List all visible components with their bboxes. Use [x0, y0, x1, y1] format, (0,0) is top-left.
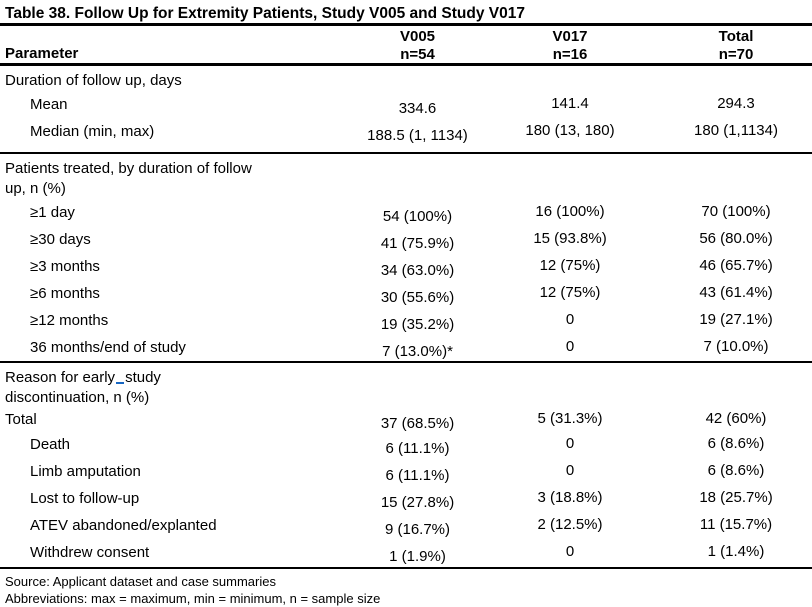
table-section: Reason for early study discontinuation, n … — [0, 363, 812, 569]
cell-v017: 141.4 — [551, 95, 589, 112]
cell-v017: 2 (12.5%) — [537, 516, 603, 533]
cell-v017: 15 (93.8%) — [533, 230, 607, 247]
cell-v005: 6 (11.1%) — [385, 440, 450, 457]
row-label: Withdrew consent — [30, 543, 150, 561]
cell-v017: 0 — [565, 543, 575, 560]
cell-total: 56 (80.0%) — [699, 230, 773, 247]
row-label: Death — [30, 435, 71, 453]
cell-v005: 6 (11.1%) — [385, 467, 450, 484]
row-label: ≥6 months — [30, 284, 100, 302]
cell-total: 19 (27.1%) — [699, 311, 773, 328]
cell-v005: 37 (68.5%) — [380, 415, 455, 432]
table-row: ≥6 months 30 (55.6%) 12 (75%) 43 (61.4%) — [0, 280, 812, 307]
table-footer: Source: Applicant dataset and case summa… — [0, 569, 812, 607]
cell-total: 6 (8.6%) — [707, 462, 765, 479]
section-heading: up, n (%) — [5, 180, 66, 197]
cell-v017: 16 (100%) — [535, 203, 605, 220]
cell-total: 6 (8.6%) — [707, 435, 765, 452]
row-label: Lost to follow-up — [30, 489, 140, 507]
cell-total: 46 (65.7%) — [699, 257, 773, 274]
table-row: Death 6 (11.1%) 0 6 (8.6%) — [0, 431, 812, 458]
cell-v017: 180 (13, 180) — [525, 122, 615, 139]
heading-text: Reason for early — [5, 369, 116, 386]
table-row: ≥12 months 19 (35.2%) 0 19 (27.1%) — [0, 307, 812, 334]
section-heading: Reason for early study — [0, 368, 812, 388]
cell-v017: 0 — [565, 435, 575, 452]
cell-v017: 12 (75%) — [539, 284, 601, 301]
cell-total: 294.3 — [717, 95, 755, 112]
cell-v005: 188.5 (1, 1134) — [367, 127, 468, 144]
table-header-row: Parameter V005 n=54 V017 n=16 Total n=70 — [0, 26, 812, 66]
row-label: Median (min, max) — [30, 122, 155, 140]
row-label: Mean — [30, 95, 68, 113]
cell-total: 18 (25.7%) — [699, 489, 773, 506]
table-row: Mean 334.6 141.4 294.3 — [0, 91, 812, 118]
cell-total: 43 (61.4%) — [699, 284, 773, 301]
header-n-total: n=70 — [718, 46, 754, 63]
header-study-v005: V005 — [399, 28, 436, 45]
table-row: Total 37 (68.5%) 5 (31.3%) 42 (60%) — [0, 408, 812, 432]
cell-total: 1 (1.4%) — [707, 543, 765, 560]
footer-source: Source: Applicant dataset and case summa… — [5, 574, 276, 589]
row-label: ≥1 day — [30, 203, 75, 221]
table-row: ≥30 days 41 (75.9%) 15 (93.8%) 56 (80.0%) — [0, 226, 812, 253]
cell-total: 42 (60%) — [705, 410, 767, 427]
table-row: 36 months/end of study 7 (13.0%)* 0 7 (10.0… — [0, 334, 812, 361]
heading-text: study — [125, 369, 161, 386]
table-row: Limb amputation 6 (11.1%) 0 6 (8.6%) — [0, 458, 812, 485]
row-label: Limb amputation — [30, 462, 141, 480]
table-section: Patients treated, by duration of follow u… — [0, 154, 812, 363]
cell-total: 180 (1,1134) — [694, 122, 778, 139]
cell-v017: 5 (31.3%) — [537, 410, 603, 427]
table-row: ≥3 months 34 (63.0%) 12 (75%) 46 (65.7%) — [0, 253, 812, 280]
header-col-v017: V017 n=16 — [480, 26, 660, 64]
row-label: ≥3 months — [30, 257, 100, 275]
table-row: Lost to follow-up 15 (27.8%) 3 (18.8%) 18 (… — [0, 485, 812, 512]
cell-v005: 7 (13.0%)* — [382, 343, 453, 360]
cell-v017: 12 (75%) — [539, 257, 601, 274]
table-sections: Duration of follow up, days Mean 334.6 141.… — [0, 66, 812, 569]
cell-v005: 334.6 — [398, 100, 437, 117]
row-label: ≥30 days — [30, 230, 91, 248]
cell-v017: 0 — [565, 311, 575, 328]
header-study-v017: V017 — [552, 28, 588, 45]
cell-total: 7 (10.0%) — [703, 338, 769, 355]
cell-v005: 41 (75.9%) — [380, 235, 455, 252]
table-section: Duration of follow up, days Mean 334.6 141.… — [0, 66, 812, 154]
cell-total: 11 (15.7%) — [699, 516, 773, 533]
footer-abbreviations: Abbreviations: max = maximum, min = mini… — [5, 591, 381, 606]
cell-v005: 15 (27.8%) — [380, 494, 455, 511]
table-row: Median (min, max) 188.5 (1, 1134) 180 (13,… — [0, 118, 812, 145]
cell-v005: 30 (55.6%) — [380, 289, 455, 306]
header-n-v005: n=54 — [400, 46, 435, 63]
section-heading: Patients treated, by duration of follow — [5, 160, 252, 177]
header-col-total: Total n=70 — [660, 26, 812, 64]
row-label: Total — [5, 410, 37, 428]
header-parameter: Parameter — [5, 45, 79, 62]
header-col-v005: V005 n=54 — [355, 26, 480, 64]
row-label: ≥12 months — [30, 311, 109, 329]
cell-v005: 34 (63.0%) — [380, 262, 455, 279]
table-title: Table 38. Follow Up for Extremity Patien… — [0, 0, 812, 26]
cell-v017: 0 — [565, 338, 575, 355]
cell-v017: 0 — [565, 462, 575, 479]
table-row: ≥1 day 54 (100%) 16 (100%) 70 (100%) — [0, 199, 812, 226]
table-row: Withdrew consent 1 (1.9%) 0 1 (1.4%) — [0, 539, 812, 566]
cell-v005: 9 (16.7%) — [384, 521, 451, 538]
section-heading: Duration of follow up, days — [5, 72, 182, 89]
header-study-total: Total — [718, 28, 754, 45]
blue-underscore-artifact — [116, 371, 125, 384]
table-row: ATEV abandoned/explanted 9 (16.7%) 2 (12.5… — [0, 512, 812, 539]
row-label: 36 months/end of study — [30, 338, 186, 356]
cell-v005: 19 (35.2%) — [380, 316, 455, 333]
cell-v017: 3 (18.8%) — [537, 489, 603, 506]
cell-v005: 1 (1.9%) — [389, 548, 446, 565]
section-heading: discontinuation, n (%) — [5, 389, 150, 406]
cell-v005: 54 (100%) — [382, 208, 453, 225]
header-n-v017: n=16 — [552, 46, 588, 63]
row-label: ATEV abandoned/explanted — [30, 516, 217, 534]
cell-total: 70 (100%) — [701, 203, 771, 220]
